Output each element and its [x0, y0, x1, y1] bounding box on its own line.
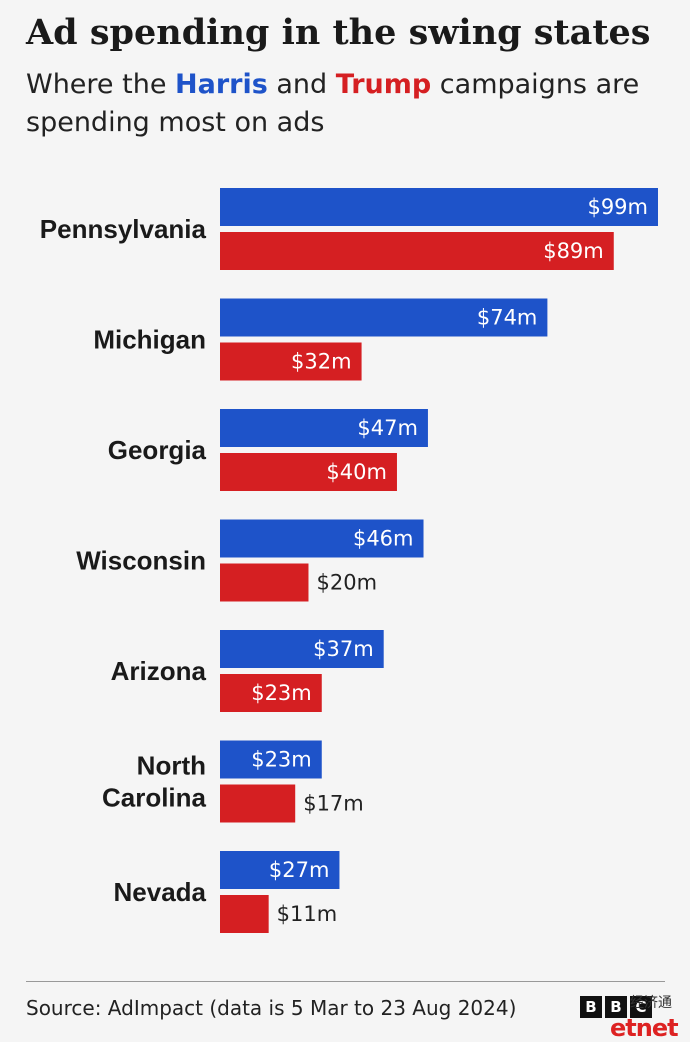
- category-label: Carolina: [102, 783, 207, 813]
- category-label: Georgia: [108, 435, 207, 465]
- trump-value-label: $89m: [543, 239, 604, 263]
- source-note: Source: AdImpact (data is 5 Mar to 23 Au…: [26, 996, 517, 1020]
- harris-bar: [220, 188, 658, 226]
- subtitle-text-mid: and: [267, 69, 336, 100]
- harris-value-label: $99m: [587, 195, 648, 219]
- harris-bar: [220, 409, 428, 447]
- trump-bar: [220, 784, 296, 823]
- subtitle-trump: Trump: [335, 69, 432, 100]
- category-label: North: [137, 751, 206, 781]
- harris-value-label: $74m: [477, 306, 538, 330]
- harris-bar: [220, 630, 384, 668]
- trump-bar: [220, 674, 322, 712]
- harris-bar: [220, 851, 340, 889]
- trump-value-label: $40m: [326, 460, 387, 484]
- trump-value-label: $32m: [291, 350, 352, 374]
- harris-bar: [220, 298, 548, 337]
- trump-value-label: $11m: [277, 902, 338, 926]
- harris-bar: [220, 740, 322, 779]
- harris-value-label: $46m: [353, 527, 414, 551]
- watermark-cn: 经济通: [630, 995, 672, 1011]
- trump-value-label: $23m: [251, 681, 312, 705]
- category-label: Arizona: [111, 656, 207, 686]
- trump-bar: [220, 563, 309, 602]
- bbc-logo: B B C: [580, 996, 652, 1018]
- trump-bar: [220, 232, 614, 270]
- category-label: Pennsylvania: [40, 214, 207, 244]
- harris-value-label: $37m: [313, 637, 374, 661]
- subtitle-text-post: campaigns are spending most on ads: [26, 69, 640, 138]
- subtitle-harris: Harris: [175, 69, 268, 100]
- logo-letter: C: [630, 996, 652, 1018]
- logo-letter: B: [605, 996, 627, 1018]
- category-label: Wisconsin: [76, 546, 206, 576]
- footer-divider: [26, 981, 665, 982]
- harris-value-label: $47m: [357, 416, 418, 440]
- chart-subtitle: Where the Harris and Trump campaigns are…: [26, 66, 666, 142]
- subtitle-text-pre: Where the: [26, 69, 176, 100]
- chart-title: Ad spending in the swing states: [26, 12, 651, 53]
- trump-bar: [220, 342, 362, 381]
- harris-bar: [220, 519, 424, 558]
- logo-letter: B: [580, 996, 602, 1018]
- harris-value-label: $27m: [269, 858, 330, 882]
- trump-value-label: $20m: [316, 571, 377, 595]
- category-label: Nevada: [114, 877, 207, 907]
- trump-bar: [220, 453, 397, 491]
- harris-value-label: $23m: [251, 748, 312, 772]
- watermark: etnet: [610, 1014, 679, 1042]
- trump-bar: [220, 895, 269, 933]
- bar-chart: Pennsylvania $99m $89m Michigan $74m $32m Geor…: [40, 188, 658, 933]
- trump-value-label: $17m: [303, 792, 364, 816]
- category-label: Michigan: [93, 325, 206, 355]
